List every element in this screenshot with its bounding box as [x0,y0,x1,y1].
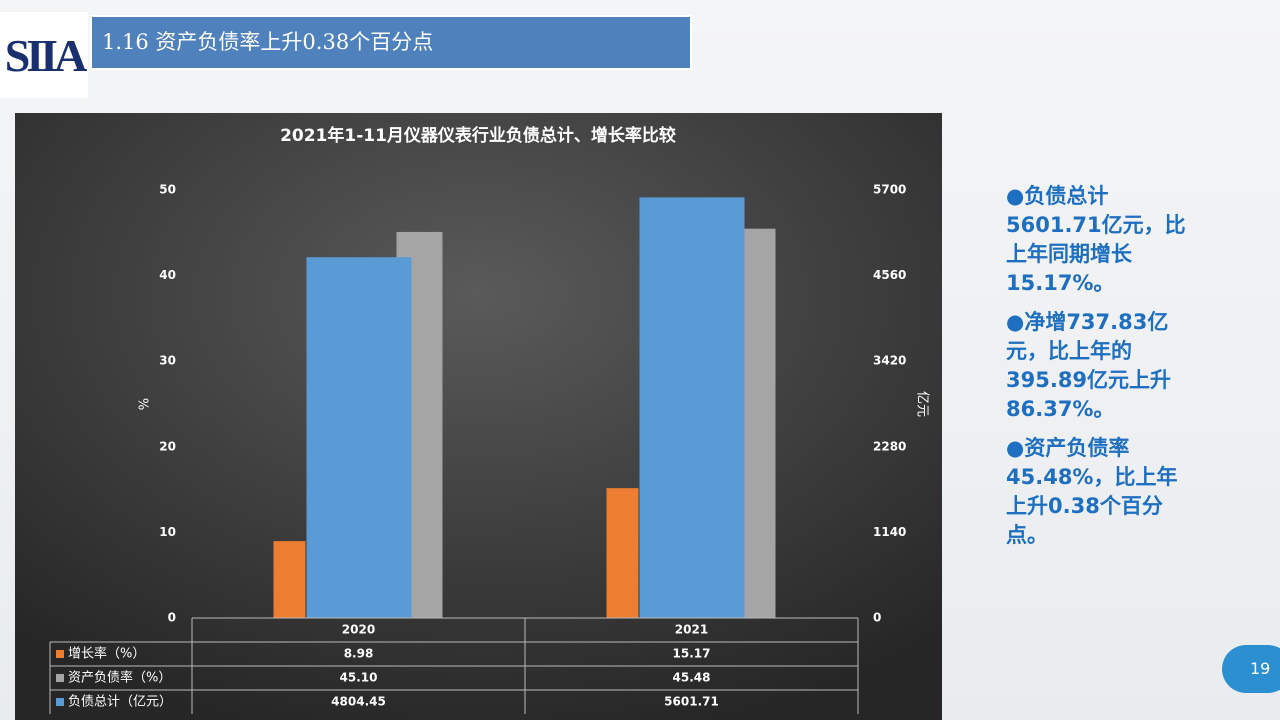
legend-label: 增长率（%） [68,646,145,662]
note: ●负债总计5601.71亿元，比上年同期增长15.17%。 [1006,184,1186,295]
y-axis-label: % [138,398,153,410]
note: ●净增737.83亿元，比上年的395.89亿元上升86.37%。 [1006,310,1172,421]
data-label: 8.98 [344,647,374,661]
y-tick-label: 40 [159,268,176,282]
y2-tick-label: 0 [873,611,881,625]
data-label: 15.17 [673,647,711,661]
data-label: 4804.45 [331,695,386,709]
y-tick-label: 50 [159,183,176,197]
y2-axis-label: 亿元 [915,391,930,417]
logo: SIIA [0,12,88,98]
legend-swatch [56,674,64,682]
data-label: 5601.71 [664,695,719,709]
y-tick-label: 30 [159,354,176,368]
x-tick-label: 2020 [342,623,375,637]
data-label: 45.10 [340,671,378,685]
page-number: 19 [1222,645,1280,693]
legend-label: 资产负债率（%） [68,670,171,686]
legend-swatch [56,650,64,658]
legend-swatch [56,698,64,706]
legend-label: 负债总计（亿元） [68,695,172,710]
y2-tick-label: 4560 [873,268,906,282]
y2-tick-label: 3420 [873,354,906,368]
y-tick-label: 20 [159,439,176,453]
note: ●资产负债率45.48%，比上年上升0.38个百分点。 [1006,436,1178,547]
y2-tick-label: 1140 [873,525,906,539]
x-tick-label: 2021 [675,623,708,637]
y2-tick-label: 2280 [873,439,906,453]
bar [639,197,745,618]
bar [306,257,412,618]
chart-title: 2021年1-11月仪器仪表行业负债总计、增长率比较 [280,125,676,146]
chart-background [15,113,942,720]
y2-tick-label: 5700 [873,183,906,197]
data-label: 45.48 [673,671,711,685]
bar [273,541,306,618]
y-tick-label: 0 [168,611,176,625]
slide-title: 1.16 资产负债率上升0.38个百分点 [90,15,692,70]
y-tick-label: 10 [159,525,176,539]
bar [606,488,639,618]
notes: ●负债总计5601.71亿元，比上年同期增长15.17%。 ●净增737.83亿… [1006,182,1196,560]
